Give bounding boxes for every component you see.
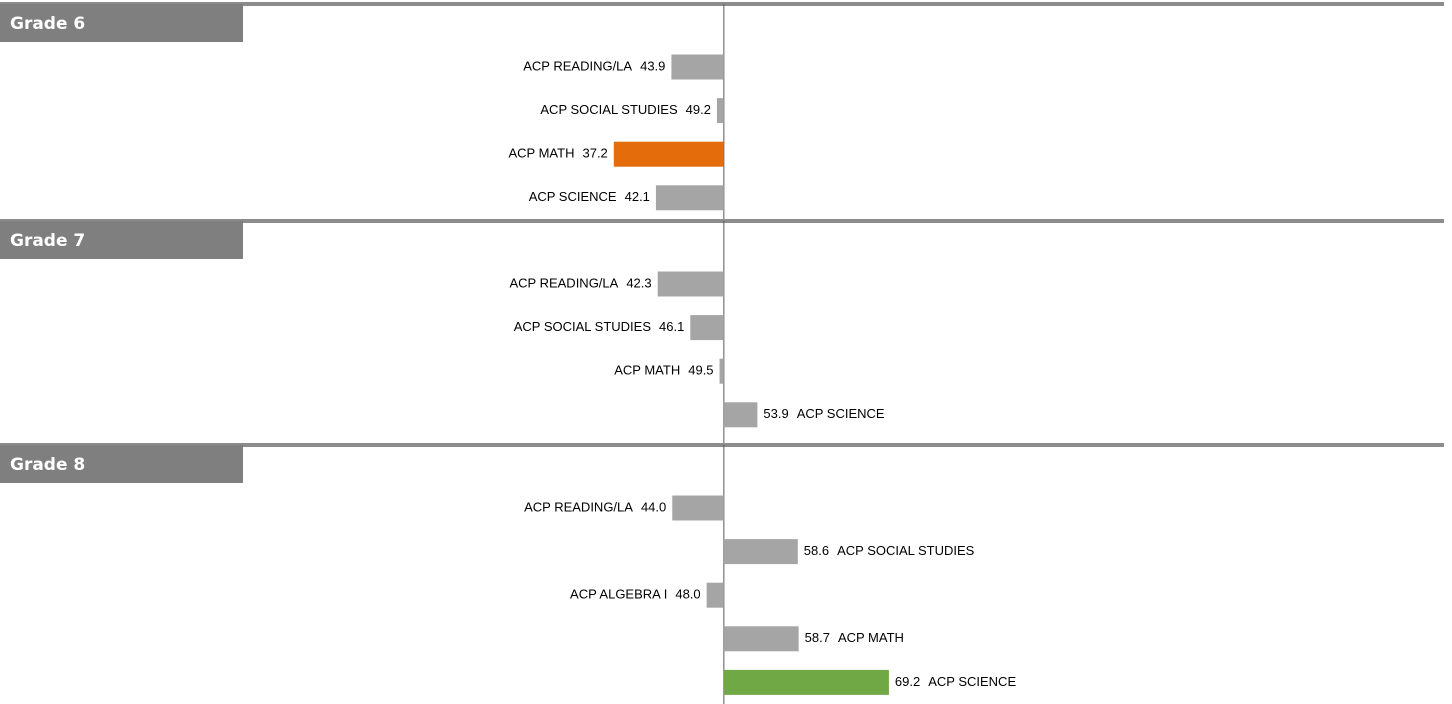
value-label: 46.1: [659, 319, 684, 334]
bar: [690, 315, 724, 341]
bar: [613, 141, 724, 167]
value-label: 49.2: [686, 102, 711, 117]
bar: [706, 582, 724, 608]
panel-separator: [0, 219, 1444, 223]
value-label: 37.2: [582, 146, 607, 161]
panel-separator: [0, 443, 1444, 447]
panel-header: [0, 4, 243, 42]
value-label: 43.9: [640, 58, 665, 73]
value-label: 42.1: [625, 189, 650, 204]
value-label: 48.0: [675, 587, 700, 602]
value-label: 58.6: [804, 543, 829, 558]
category-label: ACP SCIENCE: [928, 674, 1016, 689]
category-label: ACP MATH: [838, 630, 904, 645]
category-label: ACP SOCIAL STUDIES: [514, 319, 652, 334]
value-label: 49.5: [688, 363, 713, 378]
category-label: ACP READING/LA: [524, 499, 633, 514]
panel-header: [0, 221, 243, 259]
bar: [657, 271, 724, 297]
bar: [723, 402, 758, 428]
category-label: ACP SCIENCE: [529, 189, 617, 204]
bar: [723, 626, 799, 652]
panel-header: [0, 445, 243, 483]
panel-title: Grade 8: [10, 455, 85, 475]
category-label: ACP ALGEBRA I: [570, 587, 667, 602]
value-label: 58.7: [805, 630, 830, 645]
value-label: 69.2: [895, 674, 920, 689]
category-label: ACP MATH: [614, 363, 680, 378]
bar: [723, 669, 889, 695]
category-label: ACP SCIENCE: [797, 406, 885, 421]
bar: [672, 495, 724, 521]
bar: [671, 54, 724, 80]
category-label: ACP SOCIAL STUDIES: [540, 102, 678, 117]
panel-title: Grade 6: [10, 14, 85, 34]
category-label: ACP READING/LA: [523, 58, 632, 73]
category-label: ACP SOCIAL STUDIES: [837, 543, 975, 558]
value-label: 53.9: [763, 406, 788, 421]
value-label: 44.0: [641, 499, 666, 514]
category-label: ACP MATH: [509, 146, 575, 161]
bar: [716, 98, 724, 124]
panel-title: Grade 7: [10, 231, 85, 251]
bar: [719, 358, 724, 384]
bar: [723, 539, 798, 565]
panel-separator: [0, 2, 1444, 6]
value-label: 42.3: [626, 275, 651, 290]
category-label: ACP READING/LA: [509, 275, 618, 290]
bar: [655, 185, 724, 211]
